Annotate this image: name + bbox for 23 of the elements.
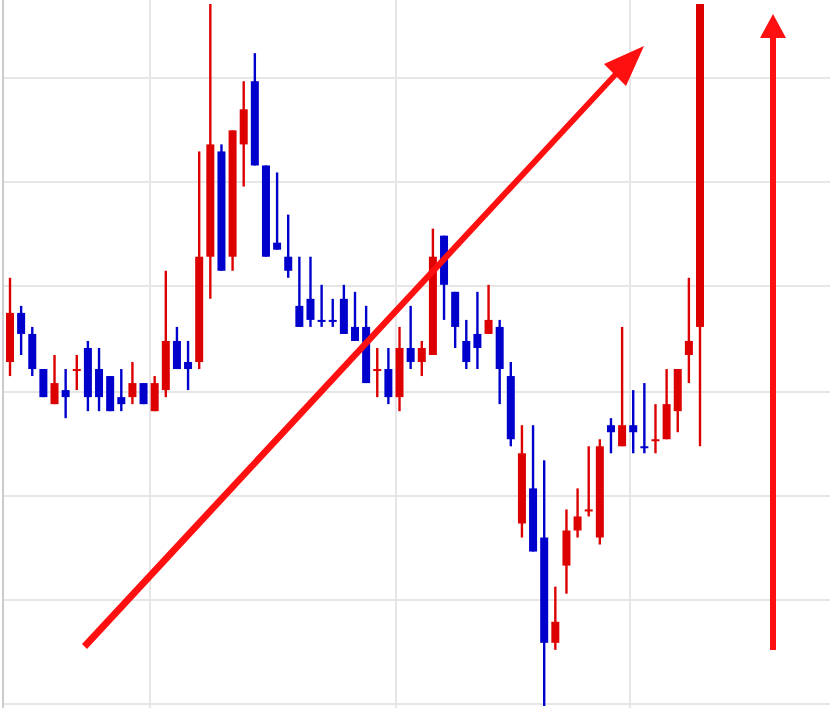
candlestick: [495, 318, 504, 406]
candlestick: [72, 353, 81, 392]
candlestick: [629, 388, 638, 455]
candlestick: [406, 304, 415, 371]
candlestick: [17, 304, 26, 357]
candlestick: [50, 353, 59, 406]
candlestick: [684, 276, 693, 385]
candlestick: [39, 367, 48, 399]
candlestick: [373, 346, 382, 399]
candlestick: [128, 360, 137, 406]
candlestick: [562, 508, 571, 595]
candlestick: [284, 213, 293, 279]
candlestick: [606, 416, 615, 455]
candlestick: [551, 585, 560, 652]
candlestick: [384, 346, 393, 406]
candlestick: [484, 283, 493, 336]
candlestick: [28, 325, 37, 378]
candlestick: [640, 381, 649, 455]
candlestick: [573, 487, 582, 539]
candlestick: [61, 367, 70, 420]
candlestick: [651, 402, 660, 455]
candlestick: [451, 290, 460, 350]
candlestick: [618, 325, 627, 448]
